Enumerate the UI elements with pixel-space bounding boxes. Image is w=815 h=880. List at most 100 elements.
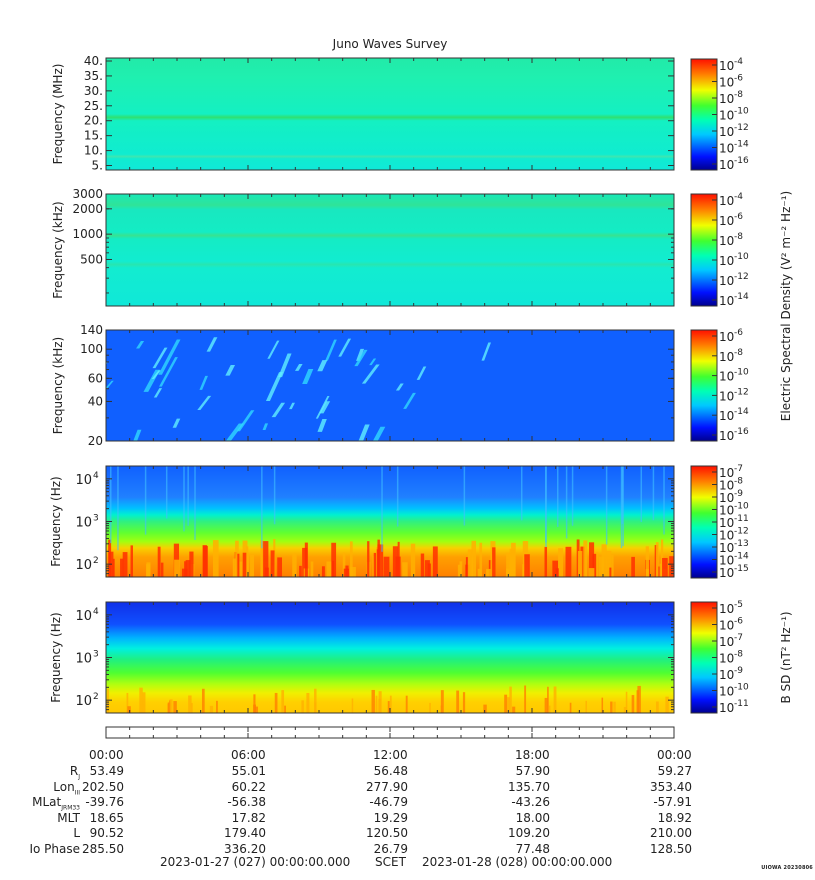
colorbar-tick-label: 10	[719, 479, 734, 493]
emission-burst	[301, 700, 304, 713]
emission-burst	[512, 706, 516, 713]
emission-spike	[640, 466, 643, 523]
emission-burst	[504, 694, 508, 713]
emission-burst	[462, 692, 466, 713]
colorbar-tick-exponent: -6	[734, 328, 743, 338]
time-tick-label: 00:00	[89, 748, 124, 762]
emission-streak	[197, 395, 212, 410]
ephemeris-value: 19.29	[373, 810, 408, 825]
emission-burst	[246, 546, 249, 577]
colorbar-tick-label: 10	[719, 370, 734, 384]
y-axis-label: Frequency (Hz)	[49, 612, 63, 703]
colorbar-tick-label: 10	[719, 652, 734, 666]
ephemeris-value: 53.49	[89, 764, 124, 778]
emission-burst	[232, 558, 237, 577]
emission-burst	[235, 540, 239, 577]
emission-burst	[410, 543, 416, 577]
colorbar-tick-label: 10	[719, 330, 734, 344]
colorbar-tick-exponent: -8	[734, 477, 743, 487]
colorbar-tick-label: 10	[719, 254, 734, 268]
emission-burst	[378, 691, 382, 713]
colorbar-tick-exponent: -8	[734, 232, 743, 242]
time-tick-label: 00:00	[657, 748, 692, 762]
emission-burst	[420, 553, 425, 577]
emission-burst	[585, 700, 587, 713]
emission-burst	[146, 562, 151, 577]
emission-burst	[429, 702, 431, 713]
emission-burst	[456, 690, 460, 713]
emission-burst	[216, 700, 218, 713]
emission-burst	[432, 546, 438, 577]
emission-burst	[253, 694, 256, 713]
ephemeris-value: 77.48	[515, 841, 550, 856]
emission-burst	[184, 561, 187, 577]
emission-burst	[601, 544, 607, 577]
colorbar-tick-exponent: -8	[734, 90, 743, 100]
emission-streak	[271, 402, 286, 418]
emission-burst	[310, 561, 314, 577]
colorbar-tick-exponent: -14	[734, 552, 749, 562]
emission-streak	[403, 392, 416, 409]
colorbar-tick-exponent: -8	[734, 650, 743, 660]
emission-burst	[299, 565, 302, 577]
y-tick-label: 10	[75, 473, 92, 488]
colorbar-tick-label: 10	[719, 602, 734, 616]
y-tick-exponent: 2	[93, 556, 99, 566]
ephemeris-row-label: Io Phase	[29, 841, 80, 856]
ephemeris-value: -39.76	[85, 795, 124, 809]
ephemeris-value: 135.70	[508, 779, 550, 794]
emission-burst	[260, 540, 264, 577]
emission-streak	[371, 426, 386, 441]
colorbar-tick-label: 10	[719, 429, 734, 443]
emission-streak	[225, 365, 236, 376]
ephemeris-value: 109.20	[508, 826, 550, 840]
emission-burst	[486, 568, 491, 577]
emission-spike	[183, 466, 185, 532]
emission-streak	[159, 357, 178, 387]
y-tick-label: 10	[75, 694, 92, 709]
y-tick-label: 5.	[92, 159, 103, 173]
emission-burst	[465, 564, 470, 577]
emission-burst	[477, 568, 481, 577]
colorbar-tick-label: 10	[719, 59, 734, 73]
colorbar-tick-exponent: -14	[734, 140, 749, 150]
y-axis-label: Frequency (MHz)	[51, 64, 65, 165]
colorbar-tick-exponent: -6	[734, 212, 743, 222]
spectrogram-image-3	[106, 330, 674, 441]
colorbar-tick-exponent: -11	[734, 699, 749, 709]
panel-4-emissions	[108, 466, 674, 577]
colorbar-tick-exponent: -10	[734, 683, 749, 693]
emission-burst	[351, 698, 354, 713]
y-tick-label: 15.	[84, 129, 103, 143]
emission-burst	[201, 688, 205, 713]
colorbar-tick-label: 10	[719, 566, 734, 580]
colorbar-tick-label: 10	[719, 214, 734, 228]
emission-spike	[620, 466, 623, 549]
emission-burst	[306, 692, 310, 713]
ephemeris-value: 55.01	[231, 764, 266, 778]
emission-streak	[199, 375, 208, 390]
colorbar-tick-exponent: -6	[734, 617, 743, 627]
chart-title: Juno Waves Survey	[332, 37, 448, 51]
emission-burst	[173, 701, 177, 713]
emission-burst	[613, 701, 616, 713]
emission-burst	[367, 541, 370, 577]
ephemeris-value: 353.40	[650, 779, 692, 794]
ephemeris-value: 179.40	[224, 826, 266, 840]
emission-burst	[631, 556, 635, 577]
y-tick-label: 2000	[72, 202, 103, 216]
colorbar-tick-label: 10	[719, 76, 734, 90]
colorbar-tick-label: 10	[719, 125, 734, 139]
emission-streak	[278, 353, 292, 378]
emission-streak	[317, 418, 327, 432]
emission-streak	[357, 424, 370, 441]
emission-streak	[317, 360, 328, 372]
emission-burst	[371, 689, 375, 713]
ephemeris-row-subscript: JRM33	[61, 804, 80, 812]
emission-streak	[361, 364, 380, 384]
y-axis-label: Frequency (kHz)	[51, 201, 65, 298]
emission-spike	[545, 466, 547, 548]
emission-burst	[264, 567, 269, 577]
emission-spike	[652, 466, 655, 521]
emission-streak	[15, 406, 28, 421]
